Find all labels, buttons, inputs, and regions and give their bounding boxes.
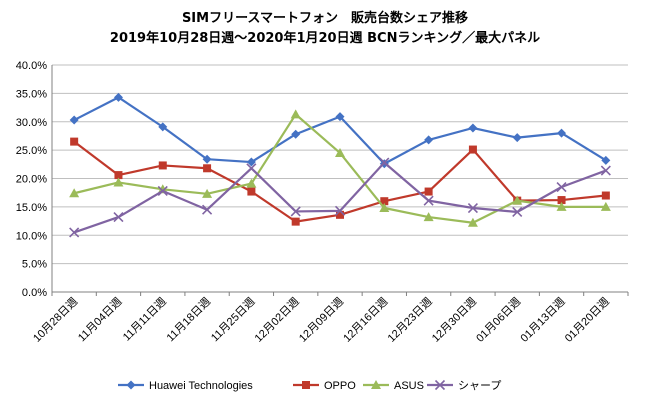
data-point (113, 212, 124, 223)
series-line (73, 161, 607, 234)
data-point (556, 181, 567, 193)
data-point (335, 147, 345, 157)
x-tick-label: 01月20日週 (562, 295, 612, 345)
x-tick-label: 12月09日週 (296, 295, 346, 345)
data-point (557, 196, 566, 205)
y-tick-label: 5.0% (22, 259, 47, 271)
y-axis-tick-labels: 0.0% 5.0% 10.0% 15.0% 20.0% 25.0% 30.0% 35.0% 40… (16, 60, 47, 299)
data-point (423, 195, 434, 206)
legend-marker (434, 379, 446, 391)
data-point (556, 201, 567, 211)
series-3 (69, 109, 611, 227)
legend-entry: OPPO (293, 380, 356, 392)
axes (51, 65, 629, 296)
data-point (158, 122, 168, 132)
legend-label: ASUS (394, 380, 424, 392)
data-point (380, 197, 389, 206)
data-point (246, 157, 256, 167)
legend-entry: Huawei Technologies (118, 380, 253, 392)
y-tick-label: 35.0% (16, 88, 47, 100)
data-point (70, 137, 79, 146)
data-point (69, 227, 80, 238)
data-point (424, 187, 433, 196)
x-tick-label: 11月11日週 (120, 295, 169, 344)
legend-label: シャープ (458, 379, 501, 392)
chart-subtitle: 2019年10月28日週〜2020年1月20日週 BCNランキング／最大パネル (110, 30, 540, 46)
x-tick-label: 01月13日週 (518, 295, 568, 345)
data-point (246, 178, 257, 188)
data-point (114, 171, 123, 180)
y-tick-label: 40.0% (16, 60, 47, 72)
data-point (69, 188, 80, 198)
data-point (335, 112, 345, 122)
x-tick-label: 11月04日週 (75, 295, 124, 344)
data-point (247, 187, 256, 196)
data-point (113, 92, 123, 102)
data-point (291, 217, 300, 226)
data-point (202, 204, 213, 215)
data-point (468, 145, 477, 154)
x-axis-tick-labels: 10月28日週11月04日週11月11日週11月18日週11月25日週12月02… (30, 295, 612, 345)
data-point (290, 206, 301, 217)
x-tick-label: 12月16日週 (341, 295, 391, 345)
legend: Huawei Technologies OPPO ASUS シャープ (118, 379, 501, 392)
data-point (246, 163, 257, 174)
x-tick-label: 01月06日週 (474, 295, 524, 345)
x-tick-label: 11月25日週 (208, 295, 257, 344)
data-point (202, 188, 213, 198)
legend-label: Huawei Technologies (149, 380, 253, 392)
legend-entry: シャープ (427, 379, 501, 392)
x-tick-label: 12月30日週 (429, 295, 479, 345)
data-point (291, 129, 301, 139)
data-point (69, 115, 79, 125)
data-point (468, 123, 478, 133)
data-point (203, 164, 212, 173)
data-point (158, 161, 167, 170)
data-point (600, 201, 611, 211)
y-tick-label: 0.0% (22, 287, 47, 299)
x-tick-label: 12月02日週 (252, 295, 302, 345)
y-tick-label: 10.0% (16, 230, 47, 242)
data-point (512, 195, 523, 205)
x-tick-label: 10月28日週 (30, 295, 80, 345)
legend-entry: ASUS (363, 380, 424, 392)
grid-lines (52, 64, 628, 265)
legend-marker (371, 380, 381, 389)
data-point (467, 217, 478, 227)
data-point (157, 185, 168, 197)
data-point (512, 133, 522, 143)
data-point (113, 177, 124, 187)
legend-marker (126, 380, 136, 390)
data-point (601, 155, 611, 165)
series-lines (69, 92, 611, 238)
data-point (512, 206, 523, 218)
data-point (202, 154, 212, 164)
legend-marker (302, 381, 310, 389)
data-point (336, 210, 344, 219)
data-point (467, 202, 478, 214)
series-4 (69, 157, 611, 238)
data-point (424, 135, 434, 145)
legend-label: OPPO (324, 380, 356, 392)
data-point (423, 212, 434, 222)
data-point (290, 109, 301, 119)
y-tick-label: 30.0% (16, 117, 47, 129)
data-point (600, 165, 611, 176)
x-tick-label: 12月23日週 (385, 295, 435, 345)
data-point (557, 128, 567, 138)
chart-title: SIMフリースマートフォン 販売台数シェア推移 (182, 10, 468, 26)
x-tick-label: 11月18日週 (164, 295, 213, 344)
y-tick-label: 15.0% (16, 202, 47, 214)
data-point (379, 157, 390, 168)
y-tick-label: 20.0% (16, 174, 47, 186)
y-tick-label: 25.0% (16, 145, 47, 157)
data-point (601, 191, 610, 200)
data-point (334, 205, 346, 216)
data-point (379, 203, 390, 213)
